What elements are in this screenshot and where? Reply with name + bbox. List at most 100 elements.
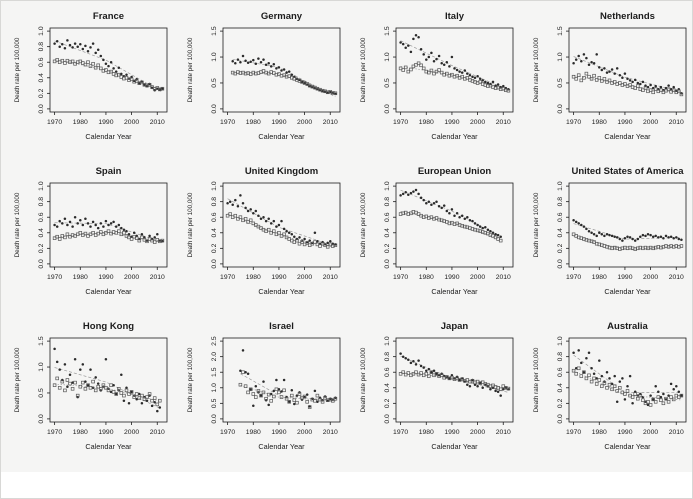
data-point-filled-circle (633, 78, 637, 82)
x-tick-label: 2000 (124, 274, 139, 281)
data-point-filled-circle (427, 367, 431, 371)
data-point-filled-circle (605, 71, 609, 74)
data-point-open-square (623, 392, 627, 396)
y-tick-label: 0.6 (384, 367, 391, 377)
data-point-open-square (623, 82, 627, 86)
data-point-open-square (122, 393, 126, 398)
data-point-filled-circle (300, 80, 304, 84)
data-point-filled-circle (63, 363, 67, 366)
data-point-filled-circle (236, 205, 240, 208)
data-point-filled-circle (437, 205, 441, 208)
data-point-filled-circle (86, 50, 90, 53)
data-point-open-square (261, 390, 266, 395)
data-point-open-square (145, 239, 149, 244)
data-point-filled-circle (615, 236, 619, 239)
y-tick-label: 0.8 (384, 352, 391, 362)
data-point-filled-circle (409, 50, 413, 54)
data-point-filled-circle (598, 231, 601, 235)
data-point-filled-circle (259, 60, 263, 64)
data-point-open-square (597, 76, 602, 80)
data-point-open-square (248, 218, 253, 223)
data-point-filled-circle (484, 80, 487, 84)
data-point-filled-circle (282, 68, 286, 71)
panel-title: Japan (441, 321, 469, 332)
data-point-filled-circle (277, 223, 281, 227)
y-tick-label: 0.8 (38, 42, 45, 52)
y-tick-label: 0.0 (384, 414, 391, 424)
y-tick-label: 0.4 (384, 228, 391, 238)
data-point-filled-circle (81, 363, 85, 366)
data-point-filled-circle (610, 68, 614, 71)
x-axis-label: Calendar Year (258, 442, 305, 451)
data-point-filled-circle (667, 394, 670, 397)
data-point-filled-circle (125, 73, 128, 76)
data-point-filled-circle (71, 225, 74, 228)
data-point-open-square (73, 380, 77, 385)
y-tick-label: 0.6 (384, 212, 391, 222)
data-point-filled-circle (127, 402, 131, 405)
data-point-open-square (124, 388, 129, 393)
data-point-filled-circle (107, 64, 110, 68)
chart-panel-european-union: European Union 1970 1980 1990 2000 2010 0.0 0.2… (350, 160, 523, 315)
y-tick-label: 1.0 (384, 181, 391, 191)
scatter-plot: Israel 1970 1980 1990 2000 2010 0.0 0.5 1.0 1.5 2.… (187, 321, 341, 451)
data-point-filled-circle (646, 85, 650, 89)
y-tick-label: 1.5 (557, 26, 564, 36)
y-tick-label: 0.5 (38, 388, 45, 398)
data-point-filled-circle (615, 400, 619, 404)
y-tick-label: 2.0 (211, 352, 218, 362)
x-tick-label: 1980 (592, 119, 607, 126)
data-point-filled-circle (81, 223, 85, 227)
data-point-open-square (498, 387, 503, 392)
data-point-filled-circle (61, 43, 64, 46)
y-tick-label: 0.2 (384, 398, 391, 408)
data-point-open-square (117, 229, 121, 233)
data-point-open-square (633, 392, 637, 396)
data-point-open-square (615, 389, 619, 393)
x-tick-label: 2010 (669, 429, 684, 436)
data-point-filled-circle (298, 236, 301, 239)
data-point-open-square (669, 395, 673, 399)
data-point-filled-circle (76, 45, 79, 48)
data-point-filled-circle (651, 235, 655, 238)
x-tick-label: 2000 (643, 119, 658, 126)
trend-line-open-series (232, 72, 336, 95)
y-tick-label: 1.0 (211, 181, 218, 191)
data-point-filled-circle (125, 229, 128, 233)
data-point-open-square (119, 391, 124, 395)
data-point-filled-circle (109, 390, 113, 394)
data-point-filled-circle (598, 66, 601, 69)
data-point-open-square (256, 389, 261, 393)
data-point-filled-circle (448, 377, 451, 380)
data-point-filled-circle (478, 225, 482, 228)
data-point-filled-circle (112, 67, 115, 70)
data-point-filled-circle (628, 374, 632, 378)
data-point-filled-circle (460, 214, 464, 217)
chart-panel-united-states-of-america: United States of America 1970 1980 1990 2000… (523, 160, 692, 315)
data-point-open-square (318, 244, 322, 248)
plot-box (49, 337, 168, 423)
y-tick-label: 1.0 (38, 362, 45, 372)
data-point-filled-circle (138, 81, 141, 85)
data-point-filled-circle (53, 347, 56, 351)
data-point-open-square (641, 398, 645, 402)
data-point-filled-circle (66, 385, 69, 388)
trend-line-filled-series (400, 355, 509, 393)
y-tick-label: 0.0 (38, 414, 45, 424)
data-point-open-square (160, 238, 165, 243)
scatter-plot: Hong Kong 1970 1980 1990 2000 2010 0.0 0.5 1.0 1.… (14, 321, 168, 451)
y-tick-label: 1.0 (211, 52, 218, 62)
data-point-open-square (636, 396, 640, 401)
plot-box (222, 182, 341, 268)
data-point-filled-circle (231, 203, 234, 207)
chart-panel-germany: Germany 1970 1980 1990 2000 2010 0.0 0.5 1.0 1.5 D… (177, 5, 350, 160)
data-point-filled-circle (580, 223, 583, 227)
data-point-filled-circle (145, 399, 149, 402)
data-point-filled-circle (649, 233, 652, 237)
data-point-open-square (129, 237, 134, 241)
data-point-filled-circle (458, 215, 461, 219)
data-point-open-square (582, 76, 586, 80)
data-point-filled-circle (610, 382, 614, 386)
y-tick-label: 0.4 (38, 73, 45, 83)
data-point-filled-circle (244, 370, 247, 374)
